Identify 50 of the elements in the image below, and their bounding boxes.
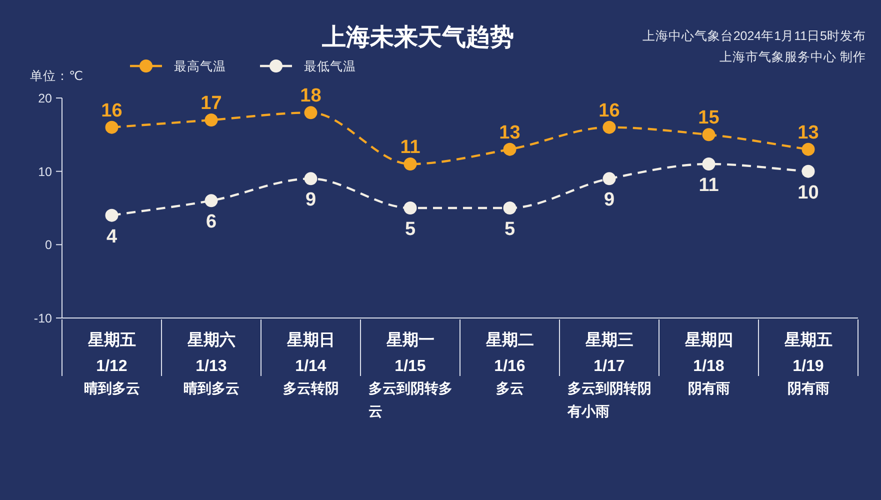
point bbox=[802, 142, 815, 156]
data-label: 13 bbox=[798, 122, 819, 144]
text: 上海市气象服务中心 制作 bbox=[720, 49, 866, 64]
data-label: 9 bbox=[604, 190, 615, 211]
point bbox=[105, 208, 118, 222]
point bbox=[204, 194, 218, 208]
chart-subtitle: 上海中心气象台2024年1月11日5时发布 bbox=[642, 28, 866, 43]
chart-title: 上海未来天气趋势 bbox=[321, 24, 514, 51]
legend-label: 最高气温 bbox=[174, 58, 226, 74]
point bbox=[404, 158, 417, 170]
point bbox=[304, 106, 318, 120]
data-label: 13 bbox=[499, 122, 520, 144]
y-axis-title: 单位：℃ bbox=[30, 69, 84, 83]
point bbox=[204, 114, 218, 126]
data-label: 10 bbox=[798, 182, 819, 204]
y-tick-label: 20 bbox=[38, 92, 52, 106]
data-label: 9 bbox=[305, 190, 316, 211]
data-label: 11 bbox=[698, 175, 720, 196]
data-label: 6 bbox=[206, 212, 217, 233]
data-label: 4 bbox=[106, 226, 118, 248]
point bbox=[602, 172, 616, 186]
x-tick-label: 星期一 1/15 多云到阴转多云 bbox=[368, 331, 452, 419]
data-label: 17 bbox=[200, 93, 222, 114]
point bbox=[304, 172, 318, 186]
point bbox=[503, 142, 516, 156]
point bbox=[702, 158, 716, 170]
data-label: 11 bbox=[400, 137, 421, 158]
y-tick-label: -10 bbox=[34, 312, 52, 326]
point bbox=[602, 120, 616, 134]
x-tick-label: 星期二 1/16 多云 bbox=[484, 331, 534, 396]
x-tick-label: 星期三 1/17 多云到阴转阴有小雨 bbox=[566, 331, 652, 419]
data-label: 5 bbox=[404, 219, 416, 240]
data-label: 5 bbox=[504, 219, 516, 240]
legend-label: 最低气温 bbox=[304, 60, 356, 74]
x-tick-label: 星期日 1/14 多云转阴 bbox=[282, 331, 339, 396]
data-label: 18 bbox=[300, 86, 322, 107]
data-label: 16 bbox=[598, 100, 620, 122]
data-label: 15 bbox=[698, 108, 720, 129]
x-tick-label: 星期五 1/19 阴有雨 bbox=[783, 331, 832, 396]
x-tick-label: 星期六 1/13 晴到多云 bbox=[183, 331, 240, 396]
y-tick-label: 10 bbox=[38, 164, 52, 179]
y-tick-label: 0 bbox=[45, 238, 52, 252]
x-tick-label: 星期四 1/18 阴有雨 bbox=[684, 331, 733, 396]
point bbox=[702, 128, 716, 142]
point bbox=[105, 120, 118, 134]
point bbox=[802, 164, 815, 178]
x-tick-label: 星期五 1/12 晴到多云 bbox=[84, 331, 140, 396]
point bbox=[404, 202, 417, 214]
point bbox=[503, 202, 516, 214]
data-label: 16 bbox=[101, 100, 122, 122]
